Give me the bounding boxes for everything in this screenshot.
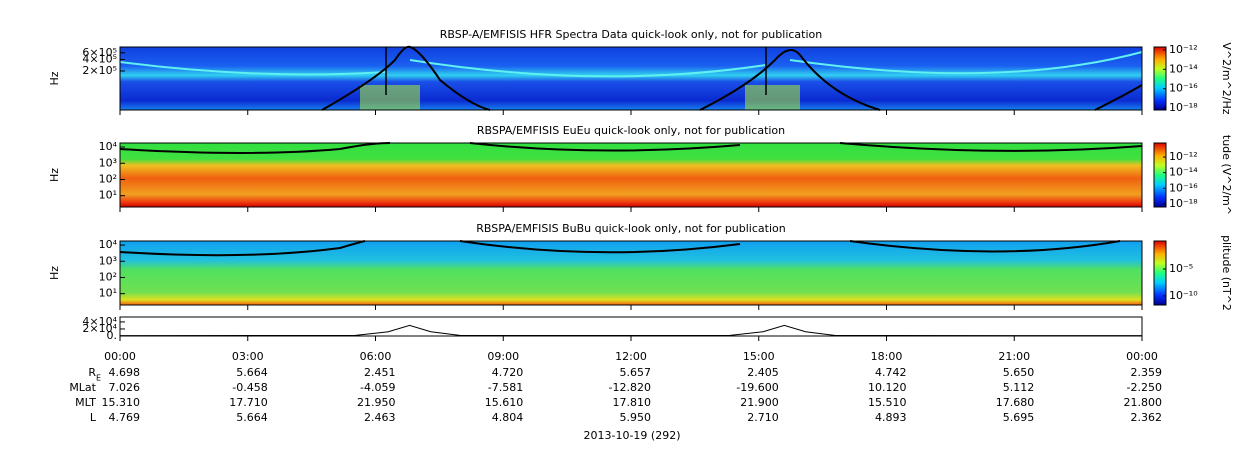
panel-title: RBSP-A/EMFISIS HFR Spectra Data quick-lo…	[440, 28, 823, 41]
y-axis-label: Hz	[48, 71, 61, 85]
spectrogram	[120, 143, 1142, 207]
ephemeris-value: -7.581	[488, 381, 523, 394]
x-tick-label: 00:00	[104, 350, 136, 363]
ephemeris-value: 15.310	[102, 396, 141, 409]
spectrogram-images	[119, 45, 1143, 305]
ephemeris-value: 21.800	[1124, 396, 1163, 409]
colorbar	[1153, 46, 1167, 111]
y-tick-label: 10²	[99, 172, 117, 185]
x-tick-label: 09:00	[487, 350, 519, 363]
ephemeris-value: -0.458	[232, 381, 267, 394]
y-axis-label: Hz	[48, 266, 61, 280]
colorbar-tick-label: 10⁻¹²	[1169, 43, 1198, 56]
colorbar-tick-label: 10⁻¹⁶	[1169, 181, 1198, 194]
colorbar-tick-label: 10⁻¹²	[1169, 150, 1198, 163]
ephemeris-value: -12.820	[609, 381, 651, 394]
ephemeris-value: 7.026	[109, 381, 141, 394]
x-tick-label: 03:00	[232, 350, 264, 363]
ephemeris-value: 4.720	[492, 366, 524, 379]
y-tick-label: 6×10⁵	[82, 46, 117, 59]
marker-line	[385, 47, 767, 95]
colorbar-tick-label: 10⁻¹⁶	[1169, 82, 1198, 95]
fce-curve	[119, 240, 1121, 257]
ephemeris-value: -4.059	[360, 381, 395, 394]
ephemeris-value: 5.664	[236, 411, 268, 424]
ephemeris-value: 2.359	[1131, 366, 1163, 379]
x-tick-label: 15:00	[743, 350, 775, 363]
ephemeris-value: 5.657	[620, 366, 652, 379]
y-tick-label: 10⁴	[99, 140, 118, 153]
ephemeris-value: 5.112	[1003, 381, 1035, 394]
ephemeris-value: 4.742	[875, 366, 907, 379]
ephemeris-label: MLat	[69, 381, 96, 394]
x-tick-label: 12:00	[615, 350, 647, 363]
ephemeris-value: 4.698	[109, 366, 141, 379]
y-tick-label: 10³	[99, 156, 117, 169]
panel-title: RBSPA/EMFISIS BuBu quick-look only, not …	[476, 222, 786, 235]
y-tick-label: 4×10⁵	[82, 52, 117, 65]
spectrogram-patch	[360, 85, 420, 110]
ephemeris-value: 5.664	[236, 366, 268, 379]
colorbar-tick-label: 10⁻¹⁰	[1169, 289, 1198, 302]
ephemeris-value: 2.710	[747, 411, 779, 424]
ephemeris-value: -19.600	[736, 381, 778, 394]
ephemeris-value: 15.510	[868, 396, 907, 409]
ephemeris-value: 2.362	[1131, 411, 1163, 424]
ephemeris-label: MLT	[75, 396, 96, 409]
ephemeris-value: 10.120	[868, 381, 907, 394]
ephemeris-value: 5.650	[1003, 366, 1035, 379]
ephemeris-value: -2.250	[1127, 381, 1162, 394]
ephemeris-value: 21.900	[740, 396, 779, 409]
panel-title: RBSPA/EMFISIS EuEu quick-look only, not …	[477, 124, 785, 137]
colorbar-tick-label: 10⁻¹⁸	[1169, 101, 1198, 114]
colorbar-label: V^2/m^2/Hz	[1220, 42, 1233, 114]
ephemeris-value: 5.695	[1003, 411, 1035, 424]
y-tick-label: 10²	[99, 270, 117, 283]
ephemeris-value: 4.893	[875, 411, 907, 424]
y-tick-label: 0.	[107, 329, 118, 342]
y-tick-label: 10⁴	[99, 238, 118, 251]
ephemeris-value: 2.405	[747, 366, 779, 379]
y-tick-label: 10³	[99, 254, 117, 267]
ephemeris-label: R	[88, 366, 96, 379]
plasma-line	[119, 51, 1143, 78]
ephemeris-value: 5.950	[620, 411, 652, 424]
x-tick-label: 18:00	[871, 350, 903, 363]
y-tick-label: 10¹	[99, 287, 117, 300]
ephemeris-value: 15.610	[485, 396, 524, 409]
y-axis-label: Hz	[48, 168, 61, 182]
ephemeris-value: 2.463	[364, 411, 396, 424]
colorbar	[1153, 142, 1167, 208]
colorbar-label: tude (V^2/m^	[1220, 135, 1233, 215]
x-tick-label: 21:00	[998, 350, 1030, 363]
colorbar	[1153, 240, 1167, 306]
colorbar-tick-label: 10⁻⁵	[1169, 262, 1193, 275]
ephemeris-value: 17.680	[996, 396, 1035, 409]
y-tick-label: 4×10⁴	[82, 315, 117, 328]
ephemeris-value: 17.710	[229, 396, 268, 409]
ephemeris-value: 21.950	[357, 396, 396, 409]
ephemeris-value: 2.451	[364, 366, 396, 379]
plot-frame	[119, 316, 1143, 337]
y-tick-label: 10¹	[99, 189, 117, 202]
y-tick-label: 2×10⁵	[82, 64, 117, 77]
date-label: 2013-10-19 (292)	[583, 429, 680, 442]
spectrogram	[120, 47, 1142, 110]
ephemeris-label-subscript: E	[96, 374, 101, 383]
ephemeris-value: 4.769	[109, 411, 141, 424]
colorbar-tick-label: 10⁻¹⁸	[1169, 197, 1198, 210]
ephemeris-value: 4.804	[492, 411, 524, 424]
colorbar-label: plitude (nT^2	[1220, 235, 1233, 311]
ephemeris-value: 17.810	[613, 396, 652, 409]
fce-curve	[119, 142, 1143, 154]
x-tick-label: 06:00	[360, 350, 392, 363]
ephemeris-label: L	[90, 411, 97, 424]
data-line	[119, 324, 1143, 337]
spectrogram-patch	[745, 85, 800, 110]
y-tick-label: 2×10⁴	[82, 322, 117, 335]
x-tick-label: 00:00	[1126, 350, 1158, 363]
colorbar-tick-label: 10⁻¹⁴	[1169, 62, 1198, 75]
colorbar-tick-label: 10⁻¹⁴	[1169, 166, 1198, 179]
